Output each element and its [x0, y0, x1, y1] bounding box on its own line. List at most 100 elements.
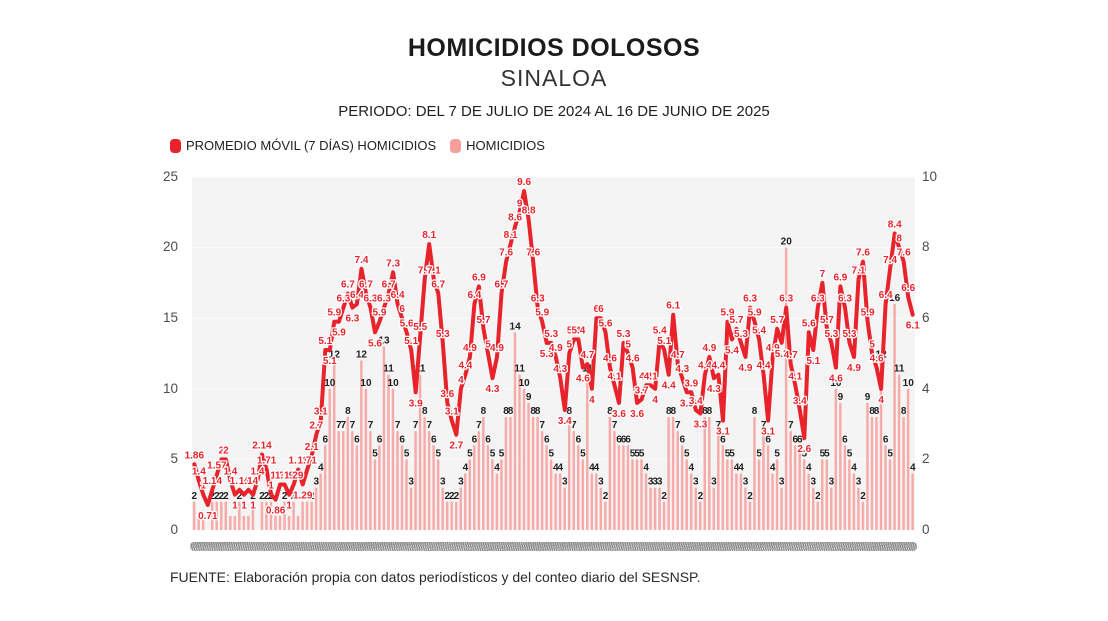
bar-value-label: 5 — [824, 448, 830, 459]
homicide-bar — [314, 487, 318, 530]
line-value-label: 1 — [241, 501, 247, 512]
homicide-bar — [454, 501, 458, 530]
homicide-bar — [436, 459, 440, 530]
homicide-bar — [396, 431, 399, 530]
bar-value-label: 4 — [910, 463, 916, 474]
homicide-bar — [283, 501, 286, 530]
line-value-label: 4.6 — [576, 374, 590, 385]
line-value-label: 4 — [878, 395, 884, 406]
homicide-bar — [482, 417, 485, 530]
bar-value-label: 7 — [413, 420, 419, 431]
bar-value-label: 4 — [463, 463, 469, 474]
bar-value-label: 8 — [481, 406, 487, 417]
bar-value-label: 3 — [652, 477, 658, 488]
line-value-label: 6.4 — [879, 290, 893, 301]
bar-value-label: 6 — [377, 434, 383, 445]
bar-value-label: 5 — [684, 448, 690, 459]
line-value-label: 4.4 — [757, 361, 771, 372]
homicide-bar — [906, 388, 910, 530]
moving-average-swatch-icon — [170, 138, 181, 153]
line-value-label: 6 — [594, 304, 600, 315]
line-value-label: 5.6 — [802, 318, 816, 329]
homicide-bar — [351, 431, 354, 530]
homicide-bar — [332, 360, 336, 530]
line-value-label: 1 — [201, 481, 207, 492]
bar-value-label: 6 — [720, 434, 726, 445]
homicide-bar — [825, 459, 829, 530]
line-value-label: 3.6 — [440, 389, 454, 400]
line-value-label: 5.4 — [571, 325, 585, 336]
homicide-bar — [373, 459, 377, 530]
bar-value-label: 7 — [571, 420, 577, 431]
homicide-bar — [233, 515, 237, 530]
homicide-bar — [721, 445, 725, 530]
line-value-label: 8.8 — [522, 205, 536, 216]
bar-value-label: 7 — [788, 420, 794, 431]
bar-value-label: 2 — [219, 491, 225, 502]
bar-value-label: 4 — [689, 463, 695, 474]
homicide-bar — [811, 487, 815, 530]
line-value-label: 4.4 — [662, 381, 676, 392]
homicide-bar — [486, 445, 490, 530]
line-value-label: 1.71 — [297, 456, 317, 467]
legend: PROMEDIO MÓVIL (7 DÍAS) HOMICIDIOS HOMIC… — [170, 138, 545, 153]
homicide-bar — [346, 417, 350, 530]
homicide-bar — [310, 501, 313, 530]
line-value-label: 1.57 — [207, 461, 227, 472]
line-value-label: 6.3 — [364, 294, 378, 305]
line-value-label: 8 — [896, 234, 902, 245]
homicide-bar — [830, 487, 833, 530]
homicide-bar — [296, 515, 300, 530]
homicide-bar — [649, 487, 652, 530]
homicide-bar — [590, 473, 594, 530]
line-value-label: 5.9 — [373, 308, 387, 319]
bar-value-label: 7 — [612, 420, 618, 431]
line-value-label: 3.7 — [635, 385, 649, 396]
line-value-label: 9.6 — [517, 177, 531, 188]
homicide-bar — [387, 374, 390, 530]
line-value-label: 4.1 — [639, 371, 653, 382]
line-value-label: 6.9 — [833, 272, 847, 283]
bar-value-label: 2 — [603, 491, 609, 502]
line-value-label: 6.3 — [377, 294, 391, 305]
homicide-bar — [192, 501, 196, 530]
bar-value-label: 6 — [431, 434, 437, 445]
bar-value-label: 6 — [621, 434, 627, 445]
line-value-label: 6.7 — [382, 280, 396, 291]
line-value-label: 5.6 — [400, 318, 414, 329]
homicide-bar — [662, 501, 666, 530]
bar-value-label: 2 — [304, 491, 310, 502]
homicide-bar — [726, 459, 729, 530]
right-axis-tick: 6 — [922, 310, 930, 325]
line-value-label: 5.5 — [413, 322, 427, 333]
line-value-label: 5.1 — [657, 336, 671, 347]
bar-value-label: 5 — [847, 448, 853, 459]
bar-value-label: 2 — [445, 491, 451, 502]
bar-value-label: 13 — [378, 335, 390, 346]
line-value-label: 4.9 — [463, 343, 477, 354]
homicide-bar — [378, 445, 381, 530]
source-note: FUENTE: Elaboración propia con datos per… — [170, 569, 701, 585]
bar-value-label: 7 — [336, 420, 342, 431]
homicide-bar — [834, 388, 838, 530]
homicide-bar — [613, 431, 616, 530]
line-value-label: 9 — [517, 198, 523, 209]
line-value-label: 1 — [268, 481, 274, 492]
homicide-bar — [224, 501, 228, 530]
bar-value-label: 3 — [408, 477, 414, 488]
homicide-bar — [577, 445, 580, 530]
bar-value-label: 9 — [865, 392, 871, 403]
line-value-label: 4.4 — [458, 361, 472, 372]
bar-value-label: 12 — [356, 350, 368, 361]
line-value-label: 7.1 — [418, 265, 432, 276]
left-axis-tick: 20 — [162, 239, 178, 254]
bar-value-label: 20 — [781, 237, 793, 248]
line-value-label: 6.3 — [779, 294, 793, 305]
homicide-bar — [622, 445, 625, 530]
line-value-label: 6.3 — [345, 314, 359, 325]
line-value-label: 3.6 — [630, 409, 644, 420]
homicide-bar — [821, 459, 824, 530]
line-value-label: 1.4 — [223, 467, 237, 478]
